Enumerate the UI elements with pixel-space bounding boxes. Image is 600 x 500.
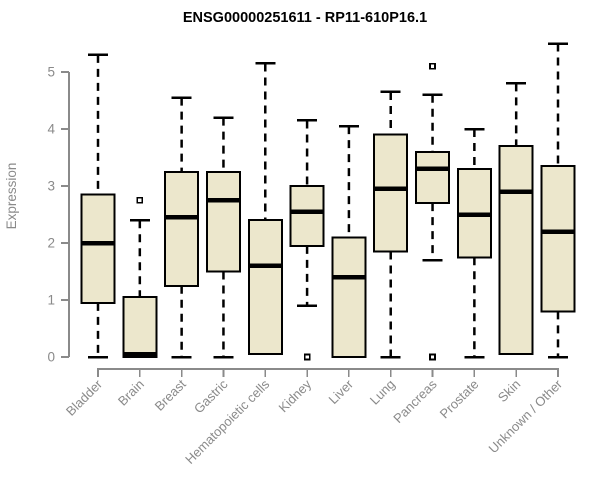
x-axis-category-label: Bladder bbox=[63, 376, 106, 419]
x-axis-category-label: Liver bbox=[325, 376, 356, 407]
box-iqr bbox=[331, 236, 367, 358]
x-axis-category-label: Skin bbox=[495, 377, 523, 405]
box-iqr bbox=[164, 170, 200, 287]
boxplot-breast bbox=[164, 96, 200, 359]
boxplot-prostate bbox=[456, 127, 492, 359]
boxplot-liver bbox=[331, 124, 367, 358]
outlier-point bbox=[136, 196, 144, 204]
y-axis-tick-label: 1 bbox=[47, 293, 55, 308]
box-iqr bbox=[80, 193, 116, 304]
y-axis-tick-label: 4 bbox=[47, 122, 55, 137]
box-iqr bbox=[540, 165, 576, 313]
box-iqr bbox=[247, 219, 283, 356]
y-axis-title: Expression bbox=[4, 163, 19, 230]
box-iqr bbox=[415, 150, 451, 205]
boxplot-kidney bbox=[289, 119, 325, 361]
x-axis-category-label: Prostate bbox=[437, 377, 482, 422]
box-iqr bbox=[289, 185, 325, 247]
x-axis-category-label: Pancreas bbox=[390, 376, 440, 426]
boxplot-lung bbox=[373, 90, 409, 359]
chart-title: ENSG00000251611 - RP11-610P16.1 bbox=[183, 10, 427, 26]
x-axis-category-label: Unknown / Other bbox=[486, 376, 566, 456]
y-axis-tick-label: 5 bbox=[47, 65, 55, 80]
x-axis-category-label: Breast bbox=[152, 376, 189, 413]
boxplot-pancreas bbox=[415, 62, 451, 361]
boxplot-unknown-other bbox=[540, 42, 576, 359]
y-axis-tick-label: 3 bbox=[47, 179, 55, 194]
x-axis-category-label: Gastric bbox=[191, 376, 231, 416]
x-axis-category-label: Kidney bbox=[275, 376, 314, 415]
y-axis: 0 1 2 3 4 5 bbox=[47, 65, 70, 365]
boxplot-skin bbox=[498, 82, 534, 356]
boxplot-brain bbox=[122, 196, 158, 358]
box-iqr bbox=[205, 170, 241, 273]
box-iqr bbox=[373, 133, 409, 253]
y-axis-tick-label: 2 bbox=[47, 236, 55, 251]
box-iqr bbox=[498, 145, 534, 356]
x-axis-category-label: Lung bbox=[367, 377, 398, 408]
x-axis-category-label: Brain bbox=[115, 377, 147, 409]
outlier-point bbox=[303, 353, 311, 361]
y-axis-tick-label: 0 bbox=[47, 350, 55, 365]
outlier-point bbox=[429, 62, 436, 70]
boxplot-bladder bbox=[80, 53, 116, 359]
boxplot-gastric bbox=[205, 116, 241, 359]
outlier-point bbox=[429, 353, 436, 361]
boxplot-hematopoietic-cells bbox=[247, 62, 283, 356]
box-iqr bbox=[122, 296, 158, 358]
